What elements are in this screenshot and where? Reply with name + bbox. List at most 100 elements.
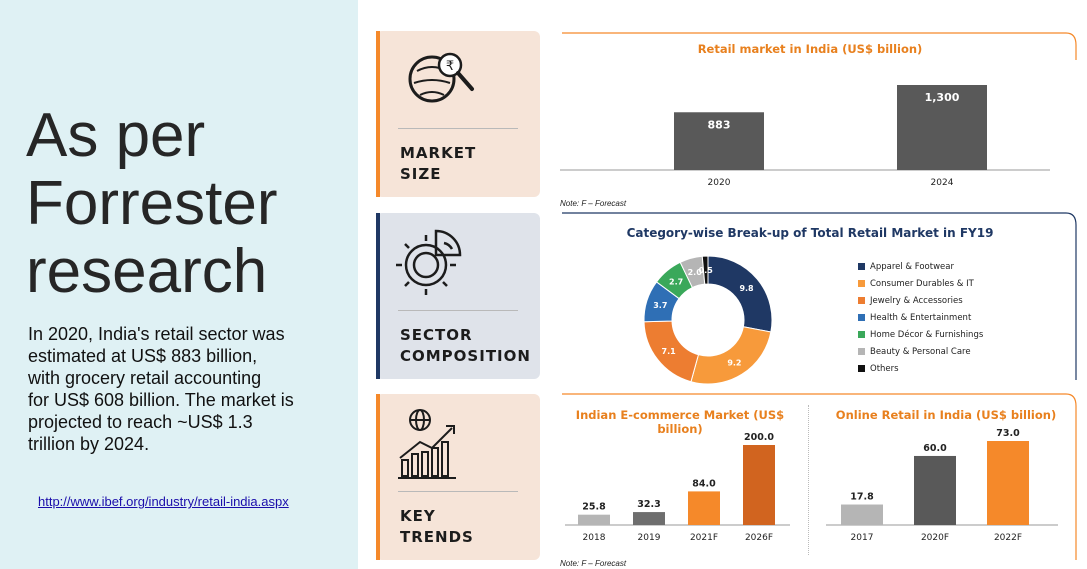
body-line-6: trillion by 2024. — [28, 434, 150, 454]
headline-line-2: Forrester — [26, 169, 278, 238]
forecast-note-1: Note: F – Forecast — [560, 199, 627, 208]
slice-label-4: 2.7 — [669, 277, 683, 286]
legend-item: Beauty & Personal Care — [858, 343, 983, 360]
source-link[interactable]: http://www.ibef.org/industry/retail-indi… — [38, 494, 289, 509]
tick-label-2020: 2020 — [708, 178, 731, 188]
online-retail-title: Online Retail in India (US$ billion) — [835, 408, 1057, 422]
slice-6 — [701, 255, 709, 285]
legend-item: Apparel & Footwear — [858, 258, 983, 275]
legend-swatch — [858, 331, 865, 338]
legend-swatch — [858, 297, 865, 304]
slice-label-0: 9.8 — [739, 284, 754, 293]
bar-2020 — [674, 112, 764, 170]
tick-label-2026F: 2026F — [745, 533, 773, 543]
key-trends-card: KEY TRENDS — [376, 394, 540, 560]
bar-2018 — [578, 514, 610, 525]
slice-label-3: 3.7 — [653, 301, 667, 310]
category-breakup-title: Category-wise Break-up of Total Retail M… — [626, 226, 994, 240]
headline-line-3: research — [26, 237, 268, 306]
sector-composition-card: SECTOR COMPOSITION — [376, 213, 540, 379]
card-accent-bar — [376, 31, 380, 197]
body-paragraph: In 2020, India's retail sector was estim… — [28, 323, 348, 455]
card-label-line-1: KEY — [400, 507, 436, 525]
slice-label-6: 0.5 — [699, 266, 714, 275]
bar-2024 — [897, 85, 987, 170]
data-label-2022F: 73.0 — [996, 428, 1020, 439]
tick-label-2019: 2019 — [638, 533, 661, 543]
rupee-magnifier-icon: ₹ — [408, 52, 474, 103]
legend-item: Health & Entertainment — [858, 309, 983, 326]
retail-market-chart: 883 2020 1,300 2024 — [560, 85, 1050, 188]
card-label-line-2: COMPOSITION — [400, 347, 531, 365]
body-line-2: estimated at US$ 883 billion, — [28, 346, 258, 366]
legend-label: Health & Entertainment — [870, 312, 972, 323]
data-label-2020: 883 — [708, 118, 731, 131]
legend-label: Beauty & Personal Care — [870, 346, 971, 357]
card-label-line-2: SIZE — [400, 165, 442, 183]
legend-swatch — [858, 365, 865, 372]
slice-label-1: 9.2 — [727, 358, 741, 367]
ecommerce-chart: 25.8 2018 32.3 2019 84.0 2021F 200.0 2026F — [565, 432, 790, 543]
tick-label-2017: 2017 — [851, 533, 874, 543]
legend-swatch — [858, 280, 865, 287]
tick-label-2022F: 2022F — [994, 533, 1022, 543]
slice-0 — [707, 255, 773, 333]
bar-2017 — [841, 504, 883, 525]
card-divider — [398, 491, 518, 492]
legend-item: Consumer Durables & IT — [858, 275, 983, 292]
legend-label: Jewelry & Accessories — [870, 295, 963, 306]
connector-navy — [562, 212, 1077, 380]
bar-2026F — [743, 445, 775, 525]
globe-bar-chart-icon — [398, 409, 456, 479]
legend-label: Apparel & Footwear — [870, 261, 954, 272]
legend-label: Others — [870, 363, 899, 374]
card-accent-bar — [376, 394, 380, 560]
svg-text:₹: ₹ — [446, 59, 454, 74]
card-label-line-2: TRENDS — [400, 528, 474, 546]
legend-label: Consumer Durables & IT — [870, 278, 974, 289]
legend-item: Home Décor & Furnishings — [858, 326, 983, 343]
body-line-1: In 2020, India's retail sector was — [28, 324, 285, 344]
ecommerce-title: Indian E-commerce Market (US$ billion) — [575, 408, 785, 436]
body-line-4: for US$ 608 billion. The market is — [28, 390, 294, 410]
legend-label: Home Décor & Furnishings — [870, 329, 984, 340]
body-line-3: with grocery retail accounting — [28, 368, 262, 388]
card-label: KEY TRENDS — [400, 506, 474, 548]
forecast-note-2: Note: F – Forecast — [560, 559, 627, 568]
data-label-2026F: 200.0 — [744, 432, 774, 443]
body-line-5: projected to reach ~US$ 1.3 — [28, 412, 253, 432]
gear-pie-icon — [396, 229, 462, 295]
legend-swatch — [858, 348, 865, 355]
card-label-line-1: MARKET — [400, 144, 477, 162]
card-label-line-1: SECTOR — [400, 326, 473, 344]
connector-orange-top — [562, 32, 1077, 60]
data-label-2020F: 60.0 — [923, 443, 947, 454]
legend-swatch — [858, 314, 865, 321]
connector-lines — [562, 32, 1077, 560]
online-retail-chart: 17.8 2017 60.0 2020F 73.0 2022F — [826, 428, 1058, 543]
bar-2019 — [633, 512, 665, 525]
headline: As per Forrester research — [26, 102, 277, 306]
card-label: SECTOR COMPOSITION — [400, 325, 531, 367]
slice-1 — [690, 326, 772, 385]
panel-divider — [808, 405, 809, 555]
legend-item: Jewelry & Accessories — [858, 292, 983, 309]
text-panel — [0, 0, 358, 569]
data-label-2024: 1,300 — [925, 91, 960, 104]
data-label-2019: 32.3 — [637, 499, 660, 510]
card-divider — [398, 310, 518, 311]
legend-item: Others — [858, 360, 983, 377]
tick-label-2021F: 2021F — [690, 533, 718, 543]
data-label-2021F: 84.0 — [692, 478, 716, 489]
legend-swatch — [858, 263, 865, 270]
connector-orange-bottom — [562, 393, 1077, 560]
card-label: MARKET SIZE — [400, 143, 476, 185]
data-label-2018: 25.8 — [582, 502, 606, 513]
category-legend: Apparel & Footwear Consumer Durables & IT… — [858, 258, 983, 377]
slice-label-5: 2.0 — [688, 268, 703, 277]
tick-label-2024: 2024 — [931, 178, 954, 188]
card-accent-bar — [376, 213, 380, 379]
retail-market-title: Retail market in India (US$ billion) — [697, 42, 923, 56]
data-label-2017: 17.8 — [850, 492, 874, 503]
card-divider — [398, 128, 518, 129]
